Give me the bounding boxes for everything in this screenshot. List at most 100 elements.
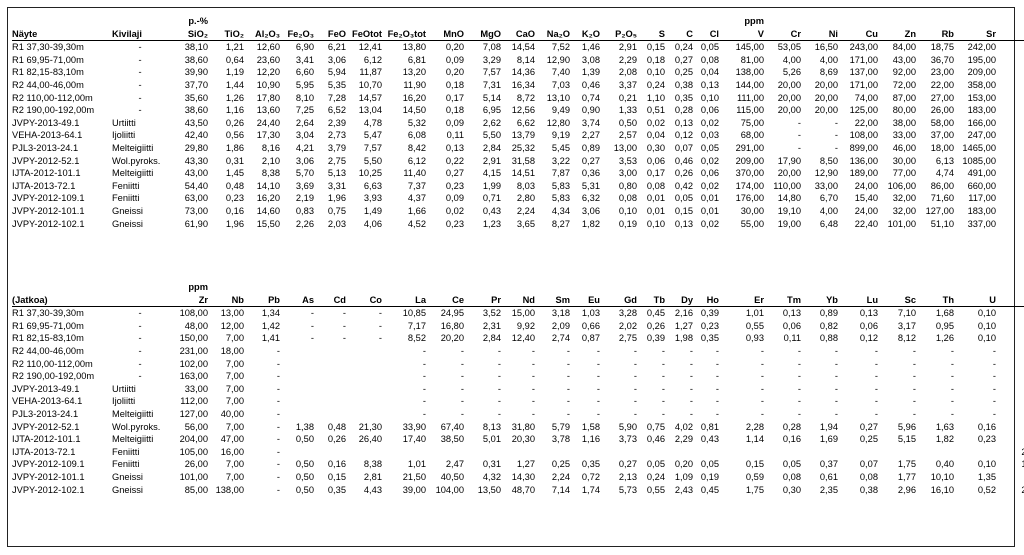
value-cell: 13,00 [220,308,244,319]
value-cell: 1,42 [261,320,280,331]
value-cell: - [378,320,382,331]
value-cell: 243,00 [849,42,878,53]
value-cell: - [874,345,878,356]
value-cell: - [276,358,280,369]
value-cell: 56,00 [184,421,208,432]
table-row: IJTA-2012-101.1 Melteigiitti 204,00 47,00 - 0… [12,433,1024,446]
value-cell [316,345,348,358]
value-cell: - [276,434,280,445]
value-cell: 81,00 [740,54,764,65]
value-cell: 7,00 [998,92,1024,105]
column-header: Nd [503,293,537,308]
value-cell: 2,73 [327,130,346,141]
value-cell: 68,00 [740,130,764,141]
value-cell: 17,40 [402,434,426,445]
value-cell: 4,02 [674,421,693,432]
value-cell: 8,10 [295,92,314,103]
sample-id-cell: JVPY-2012-101.1 [12,205,85,216]
value-cell: 0,72 [581,471,600,482]
unit-cell-empty [12,281,112,294]
rock-type-cell: Ijoliitti [112,396,136,407]
value-cell: 5,35 [327,79,346,90]
value-cell: 0,08 [859,471,878,482]
column-header: Nb [210,293,246,308]
unit-label: ppm [744,16,764,26]
value-cell [537,446,572,459]
value-cell: 8,94 [998,41,1024,54]
value-cell: - [633,383,637,394]
column-header: Zr [170,293,210,308]
value-cell: 3,53 [618,155,637,166]
value-cell: 195,00 [967,54,996,65]
value-cell: 0,38 [859,484,878,495]
value-cell: 67,40 [440,421,464,432]
value-cell: 24,00 [854,180,878,191]
table-row: JVPY-2012-109.1 Feniitti 63,00 0,23 16,20 2,1… [12,192,1024,205]
value-cell: - [422,345,426,356]
value-cell: - [596,408,600,419]
unit-cell-empty [503,281,537,294]
value-cell [282,383,316,396]
rock-type-cell: - [138,54,142,65]
value-cell: 0,19 [618,218,637,229]
column-header: Tm [766,293,803,308]
value-cell: 3,06 [295,155,314,166]
value-cell: 1,27 [674,320,693,331]
rock-type-cell: Urtiitti [112,383,136,394]
value-cell: 84,00 [892,42,916,53]
value-cell: 29,80 [184,142,208,153]
value-cell: - [797,142,801,153]
value-cell: 1,68 [935,308,954,319]
value-cell: 14,57 [358,92,382,103]
value-cell: 2,26 [295,218,314,229]
value-cell: 3,69 [295,180,314,191]
value-cell: 0,26 [225,117,244,128]
value-cell: 56,00 [998,358,1024,371]
value-cell: 0,64 [225,54,244,65]
value-cell: 3,17 [897,320,916,331]
value-cell: 1,38 [295,421,314,432]
value-cell: 115,00 [736,105,764,116]
value-cell: 0,02 [700,180,719,191]
value-cell: 0,50 [295,484,314,495]
value-cell: 183,00 [967,205,996,216]
value-cell: - [834,345,838,356]
value-cell: 10,85 [402,308,426,319]
value-cell [282,345,316,358]
value-cell: 0,26 [674,168,693,179]
value-cell: - [633,345,637,356]
value-cell: 0,27 [859,421,878,432]
value-cell: 1,94 [819,421,838,432]
value-cell: 0,55 [646,484,665,495]
value-cell: 0,52 [977,484,996,495]
value-cell: 112,00 [180,396,208,407]
value-cell: 0,90 [581,105,600,116]
value-cell: 0,35 [327,484,346,495]
value-cell: 8,52 [407,333,426,344]
value-cell: 1,82 [581,218,600,229]
column-header [112,293,170,308]
column-header: (Jatkoa) [12,293,112,308]
value-cell: 38,60 [184,105,208,116]
value-cell: - [460,383,464,394]
value-cell: - [378,308,382,319]
value-cell: 291,00 [735,142,764,153]
value-cell: - [276,371,280,382]
value-cell [956,446,998,459]
column-header: Fe₂O₃ [282,27,316,42]
sample-id-cell: JVPY-2012-52.1 [12,155,80,166]
value-cell [572,446,602,459]
rock-type-cell: - [138,79,142,90]
value-cell: - [689,383,693,394]
value-cell: - [422,358,426,369]
value-cell: 0,01 [700,205,719,216]
value-cell: - [834,117,838,128]
value-cell: - [497,408,501,419]
value-cell: 0,06 [646,155,665,166]
value-cell: 38,00 [892,117,916,128]
value-cell: 33,00 [814,180,838,191]
rock-type-cell: Urtiitti [112,117,136,128]
major-element-table: p.-% ppm Näyte Kivilaji SiO₂ TiO₂ Al₂O₃ Fe₂O₃ Fe… [12,15,1024,230]
value-cell: - [661,345,665,356]
sample-id-cell: R2 110,00-112,00m [12,92,93,103]
